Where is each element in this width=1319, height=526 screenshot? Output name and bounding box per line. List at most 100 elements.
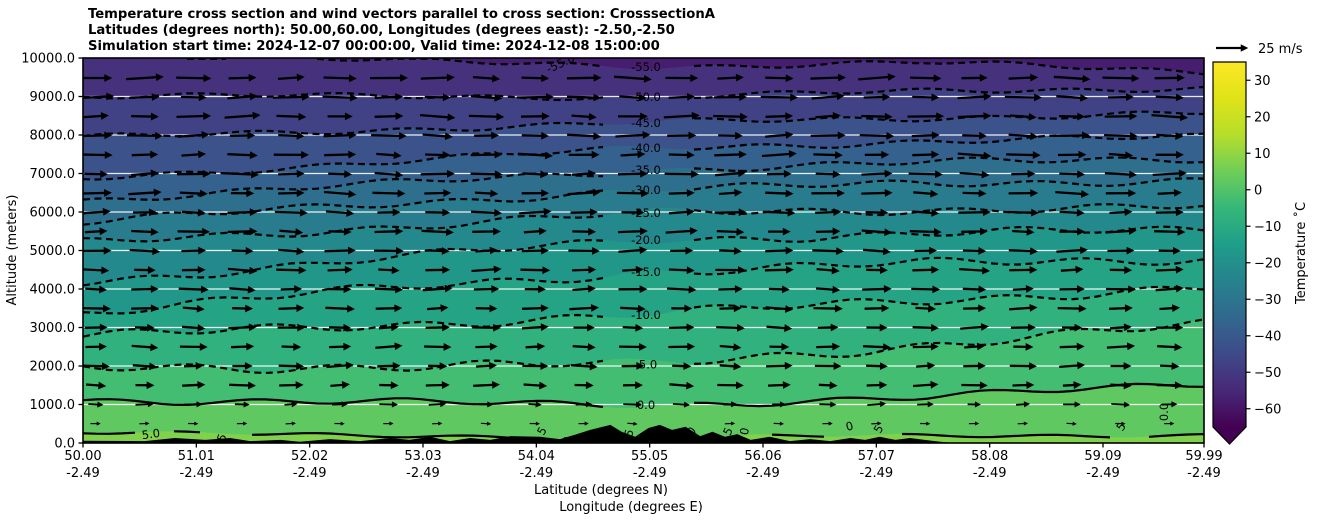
wind-arrow	[716, 227, 745, 236]
wind-arrow	[718, 188, 743, 197]
contour-label: 0.0	[1157, 403, 1171, 421]
wind-arrow	[911, 131, 940, 140]
wind-arrow	[86, 381, 107, 390]
x-tick-label-lat: 50.00	[64, 449, 101, 464]
wind-arrow	[83, 189, 112, 197]
wind-arrow	[1006, 151, 1041, 159]
wind-arrow	[424, 189, 452, 197]
wind-arrow	[131, 112, 159, 121]
wind-arrow	[227, 266, 258, 275]
wind-arrow	[522, 170, 549, 179]
wind-arrow	[717, 73, 744, 82]
wind-arrow	[1009, 303, 1038, 312]
wind-arrow	[912, 265, 940, 274]
colorbar-tick-label: 10	[1254, 147, 1271, 162]
wind-arrow	[811, 92, 845, 101]
wind-arrow	[521, 323, 549, 332]
colorbar-extend-min	[1213, 427, 1246, 444]
contour-label: -15.0	[631, 265, 661, 279]
x-tick-label-lon: -2.49	[1187, 466, 1221, 481]
wind-arrow	[815, 227, 841, 236]
wind-arrow	[325, 304, 355, 313]
x-tick-label-lon: -2.49	[633, 466, 667, 481]
wind-arrow	[765, 305, 794, 313]
colorbar-tick-label: −60	[1254, 402, 1281, 417]
wind-arrow	[420, 169, 455, 178]
wind-arrow	[1008, 132, 1039, 141]
wind-arrow	[912, 323, 939, 332]
wind-arrow	[619, 93, 647, 102]
wind-arrow	[475, 342, 498, 351]
colorbar-label: Temperature ˚C	[1293, 202, 1309, 305]
wind-arrow	[1012, 381, 1035, 389]
wind-arrow	[859, 132, 895, 140]
wind-arrow	[329, 342, 352, 351]
wind-arrow	[473, 380, 500, 389]
wind-arrow	[861, 228, 893, 237]
wind-arrow	[1157, 188, 1182, 197]
wind-arrow	[132, 362, 158, 371]
wind-arrow	[279, 381, 304, 389]
wind-arrow	[284, 401, 298, 408]
wind-arrow	[476, 361, 498, 370]
wind-arrow	[224, 111, 261, 120]
wind-arrow	[615, 131, 651, 139]
wind-arrow	[714, 150, 747, 159]
wind-arrow	[765, 112, 794, 121]
wind-arrow	[424, 93, 451, 102]
y-axis-label: Altitude (meters)	[5, 195, 20, 306]
wind-arrow	[669, 323, 695, 332]
wind-arrow	[322, 93, 358, 102]
x-tick-label-lat: 59.99	[1185, 449, 1222, 464]
wind-arrow	[767, 381, 791, 389]
contour-label: -55.0	[631, 60, 661, 74]
y-tick-label: 6000.0	[30, 206, 76, 221]
contour-label: -45.0	[631, 116, 661, 130]
wind-arrow	[182, 304, 205, 313]
wind-arrow	[765, 246, 794, 255]
wind-arrow	[183, 361, 204, 370]
wind-arrow	[912, 342, 939, 351]
colorbar-tick-label: 0	[1254, 183, 1262, 198]
wind-arrow	[815, 285, 841, 294]
wind-arrow	[1109, 304, 1133, 313]
wind-arrow	[862, 343, 891, 352]
wind-arrow	[957, 151, 992, 160]
wind-arrow	[765, 189, 794, 198]
wind-arrow	[909, 227, 942, 236]
wind-arrow	[280, 285, 303, 293]
wind-arrow	[719, 362, 742, 371]
contour-label: -40.0	[631, 141, 661, 155]
wind-arrow	[915, 304, 937, 313]
wind-arrow	[277, 73, 305, 82]
wind-arrow	[663, 111, 700, 120]
wind-arrow	[374, 170, 404, 179]
wind-arrow	[764, 265, 794, 274]
wind-arrow	[766, 324, 793, 332]
wind-arrow	[1053, 74, 1091, 83]
wind-arrow	[912, 209, 940, 217]
wind-arrow	[424, 343, 452, 351]
wind-arrow	[130, 93, 160, 101]
wind-arrow	[85, 285, 108, 294]
wind-arrow	[1104, 170, 1138, 179]
wind-arrow	[761, 150, 797, 158]
contour--45	[83, 110, 1204, 138]
x-tick-label-lat: 57.07	[858, 449, 895, 464]
wind-arrow	[372, 189, 406, 198]
x-tick-label-lon: -2.49	[180, 466, 214, 481]
wind-arrow	[715, 169, 747, 178]
x-tick-label-lon: -2.49	[66, 466, 100, 481]
wind-arrow	[718, 285, 743, 293]
wind-arrow	[816, 266, 840, 275]
wind-arrow	[516, 93, 554, 101]
wind-arrow	[1109, 208, 1133, 217]
wind-arrow	[274, 208, 308, 217]
x-tick-label-lon: -2.49	[746, 466, 780, 481]
wind-arrow	[278, 247, 305, 256]
wind-arrow	[525, 342, 546, 351]
wind-arrow	[861, 112, 893, 121]
wind-arrow	[1054, 131, 1090, 140]
wind-arrow	[326, 361, 354, 370]
wind-arrow	[276, 112, 307, 121]
